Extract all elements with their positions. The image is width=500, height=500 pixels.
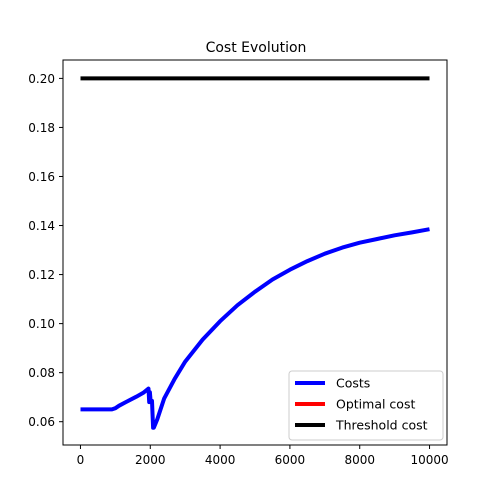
axes-frame [62, 59, 448, 446]
x-tick-label: 2000 [135, 453, 166, 467]
x-tick-label: 0 [77, 453, 85, 467]
y-tick-label: 0.10 [28, 317, 55, 331]
y-tick-label: 0.14 [28, 219, 55, 233]
series-line-costs [80, 227, 430, 430]
x-tick-label: 8000 [344, 453, 375, 467]
legend: Costs Optimal cost Threshold cost [288, 370, 444, 441]
y-tick-label: 0.16 [28, 170, 55, 184]
legend-label-optimal-cost: Optimal cost [336, 397, 415, 412]
axis-ticks: 0 2000 4000 6000 8000 10000 0.06 0.08 0.10 0.12 0.… [28, 72, 448, 467]
legend-box [288, 370, 444, 441]
x-tick-label: 10000 [410, 453, 448, 467]
legend-label-threshold-cost: Threshold cost [335, 418, 428, 433]
x-tick-label: 4000 [205, 453, 236, 467]
plot-area [80, 76, 430, 430]
legend-label-costs: Costs [336, 376, 370, 391]
y-tick-label: 0.12 [28, 268, 55, 282]
chart-title: Cost Evolution [206, 40, 307, 56]
y-tick-label: 0.20 [28, 72, 55, 86]
x-tick-label: 6000 [275, 453, 306, 467]
y-tick-label: 0.06 [28, 415, 55, 429]
y-tick-label: 0.18 [28, 121, 55, 135]
y-tick-label: 0.08 [28, 366, 55, 380]
